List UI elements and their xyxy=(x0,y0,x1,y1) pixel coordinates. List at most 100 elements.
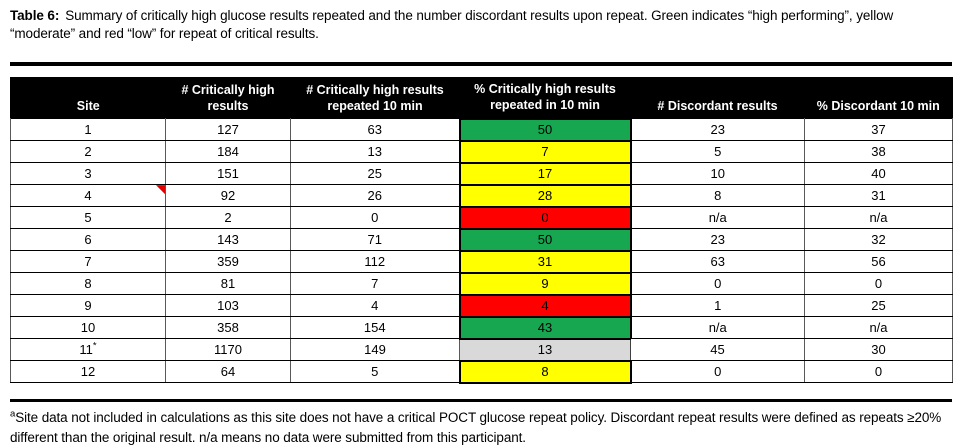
pct-repeated-10min-cell: 4 xyxy=(458,293,632,318)
repeated-10min-cell: 4 xyxy=(290,294,460,318)
comment-marker-icon xyxy=(156,185,165,195)
pct-repeated-10min-cell: 17 xyxy=(458,161,632,186)
pct-repeated-10min-cell: 50 xyxy=(458,227,632,252)
table-row: 9 103 4 4 1 25 xyxy=(10,293,953,318)
site-cell: 3 xyxy=(10,162,166,186)
pct-repeated-10min-cell: 43 xyxy=(458,315,632,340)
site-cell: 5 xyxy=(10,206,166,230)
column-header-pct-repeated-10min: % Critically high results repeated in 10… xyxy=(459,77,631,119)
table-caption-text: Summary of critically high glucose resul… xyxy=(10,8,894,41)
repeated-10min-cell: 63 xyxy=(290,118,460,142)
pct-repeated-10min-cell: 0 xyxy=(458,205,632,230)
critically-high-cell: 359 xyxy=(165,250,291,274)
table-row: 1 127 63 50 23 37 xyxy=(10,117,953,142)
critically-high-cell: 81 xyxy=(165,272,291,296)
site-cell: 1 xyxy=(10,118,166,142)
critically-high-cell: 103 xyxy=(165,294,291,318)
repeated-10min-cell: 0 xyxy=(290,206,460,230)
site-cell: 2 xyxy=(10,140,166,164)
site-cell: 11* xyxy=(10,338,166,362)
repeated-10min-cell: 154 xyxy=(290,316,460,340)
site-cell: 8 xyxy=(10,272,166,296)
discordant-cell: 45 xyxy=(630,338,805,362)
repeated-10min-cell: 112 xyxy=(290,250,460,274)
column-header-site: Site xyxy=(10,77,166,119)
critically-high-cell: 151 xyxy=(165,162,291,186)
column-header-pct-discordant-10min: % Discordant 10 min xyxy=(804,77,953,119)
table-header: Site # Critically high results # Critica… xyxy=(10,77,953,119)
table-row: 7 359 112 31 63 56 xyxy=(10,249,953,274)
pct-discordant-10min-cell: 0 xyxy=(804,272,953,296)
table-row: 3 151 25 17 10 40 xyxy=(10,161,953,186)
critically-high-cell: 358 xyxy=(165,316,291,340)
site-cell: 4 xyxy=(10,184,166,208)
table-caption-label: Table 6: xyxy=(10,8,60,23)
pct-discordant-10min-cell: 38 xyxy=(804,140,953,164)
pct-discordant-10min-cell: 30 xyxy=(804,338,953,362)
pct-discordant-10min-cell: 0 xyxy=(804,360,953,384)
discordant-cell: 0 xyxy=(630,272,805,296)
table-body: 1 127 63 50 23 37 2 184 13 7 5 38 3 151 25 17 10 40 4 92 26 2… xyxy=(10,117,953,384)
table-row: 12 64 5 8 0 0 xyxy=(10,359,953,384)
pct-discordant-10min-cell: 56 xyxy=(804,250,953,274)
critically-high-cell: 143 xyxy=(165,228,291,252)
repeated-10min-cell: 25 xyxy=(290,162,460,186)
results-table: Site # Critically high results # Critica… xyxy=(10,76,953,384)
repeated-10min-cell: 149 xyxy=(290,338,460,362)
repeated-10min-cell: 13 xyxy=(290,140,460,164)
pct-repeated-10min-cell: 7 xyxy=(458,139,632,164)
discordant-cell: 23 xyxy=(630,118,805,142)
footnote: aSite data not included in calculations … xyxy=(10,408,956,448)
pct-discordant-10min-cell: 32 xyxy=(804,228,953,252)
bottom-rule xyxy=(10,398,952,402)
critically-high-cell: 184 xyxy=(165,140,291,164)
site-cell: 12 xyxy=(10,360,166,384)
table-row: 10 358 154 43 n/a n/a xyxy=(10,315,953,340)
critically-high-cell: 92 xyxy=(165,184,291,208)
repeated-10min-cell: 71 xyxy=(290,228,460,252)
site-footnote-marker: * xyxy=(92,340,97,352)
column-header-discordant: # Discordant results xyxy=(630,77,805,119)
discordant-cell: 5 xyxy=(630,140,805,164)
site-cell: 6 xyxy=(10,228,166,252)
site-cell: 10 xyxy=(10,316,166,340)
pct-discordant-10min-cell: 37 xyxy=(804,118,953,142)
footnote-text: Site data not included in calculations a… xyxy=(10,409,942,445)
critically-high-cell: 1170 xyxy=(165,338,291,362)
critically-high-cell: 64 xyxy=(165,360,291,384)
site-cell: 9 xyxy=(10,294,166,318)
table-row: 8 81 7 9 0 0 xyxy=(10,271,953,296)
pct-repeated-10min-cell: 28 xyxy=(458,183,632,208)
pct-repeated-10min-cell: 8 xyxy=(458,359,632,384)
discordant-cell: n/a xyxy=(630,316,805,340)
discordant-cell: 63 xyxy=(630,250,805,274)
discordant-cell: 10 xyxy=(630,162,805,186)
pct-discordant-10min-cell: n/a xyxy=(804,206,953,230)
table-caption: Table 6: Summary of critically high gluco… xyxy=(10,7,956,43)
table-row: 4 92 26 28 8 31 xyxy=(10,183,953,208)
critically-high-cell: 127 xyxy=(165,118,291,142)
footnote-marker: a xyxy=(10,408,16,420)
table-row: 6 143 71 50 23 32 xyxy=(10,227,953,252)
discordant-cell: 1 xyxy=(630,294,805,318)
pct-repeated-10min-cell: 9 xyxy=(458,271,632,296)
pct-repeated-10min-cell: 50 xyxy=(458,117,632,142)
column-header-critically-high: # Critically high results xyxy=(165,77,291,119)
pct-repeated-10min-cell: 31 xyxy=(458,249,632,274)
top-rule xyxy=(10,61,952,66)
table-row: 5 2 0 0 n/a n/a xyxy=(10,205,953,230)
table-row: 11* 1170 149 13 45 30 xyxy=(10,338,953,362)
repeated-10min-cell: 26 xyxy=(290,184,460,208)
pct-discordant-10min-cell: 31 xyxy=(804,184,953,208)
pct-discordant-10min-cell: n/a xyxy=(804,316,953,340)
critically-high-cell: 2 xyxy=(165,206,291,230)
table-row: 2 184 13 7 5 38 xyxy=(10,139,953,164)
pct-discordant-10min-cell: 40 xyxy=(804,162,953,186)
discordant-cell: 8 xyxy=(630,184,805,208)
site-cell: 7 xyxy=(10,250,166,274)
pct-discordant-10min-cell: 25 xyxy=(804,294,953,318)
pct-repeated-10min-cell: 13 xyxy=(459,338,631,362)
discordant-cell: 0 xyxy=(630,360,805,384)
discordant-cell: n/a xyxy=(630,206,805,230)
